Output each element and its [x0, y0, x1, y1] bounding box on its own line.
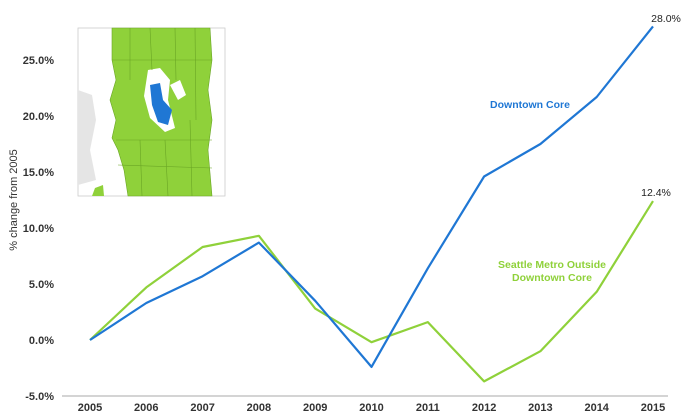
- x-tick-label: 2015: [641, 402, 665, 414]
- map-downtown-highlight: [150, 83, 172, 125]
- y-tick-label: -5.0%: [25, 391, 54, 403]
- y-tick-label: 0.0%: [29, 335, 54, 347]
- x-tick-label: 2012: [472, 402, 496, 414]
- y-tick-label: 15.0%: [23, 167, 54, 179]
- series-line-seattle-metro: [89, 200, 654, 383]
- series-label-seattle-metro-line2: Downtown Core: [512, 272, 592, 284]
- inset-map: [77, 27, 226, 197]
- y-axis-label: % change from 2005: [8, 149, 20, 251]
- x-tick-label: 2005: [78, 402, 102, 414]
- x-tick-label: 2006: [134, 402, 158, 414]
- series-label-downtown-core: Downtown Core: [490, 99, 570, 111]
- end-label-seattle-metro: 12.4%: [641, 187, 671, 199]
- end-label-downtown-core: 28.0%: [651, 13, 681, 25]
- x-tick-label: 2007: [190, 402, 214, 414]
- y-tick-label: 10.0%: [23, 223, 54, 235]
- y-tick-label: 25.0%: [23, 55, 54, 67]
- series-lines: [89, 25, 654, 383]
- series-line-downtown-core: [89, 25, 654, 368]
- y-tick-label: 20.0%: [23, 111, 54, 123]
- x-tick-label: 2008: [247, 402, 271, 414]
- x-tick-labels: 2005 2006 2007 2008 2009 2010 2011 2012 2013 2014…: [78, 402, 665, 414]
- y-tick-label: 5.0%: [29, 279, 54, 291]
- x-tick-label: 2014: [584, 402, 609, 414]
- x-tick-label: 2010: [359, 402, 383, 414]
- x-tick-label: 2011: [416, 402, 440, 414]
- y-tick-labels: -5.0% 0.0% 5.0% 10.0% 15.0% 20.0% 25.0%: [23, 55, 54, 403]
- x-tick-label: 2009: [303, 402, 327, 414]
- x-tick-label: 2013: [528, 402, 552, 414]
- series-label-seattle-metro-line1: Seattle Metro Outside: [498, 259, 606, 271]
